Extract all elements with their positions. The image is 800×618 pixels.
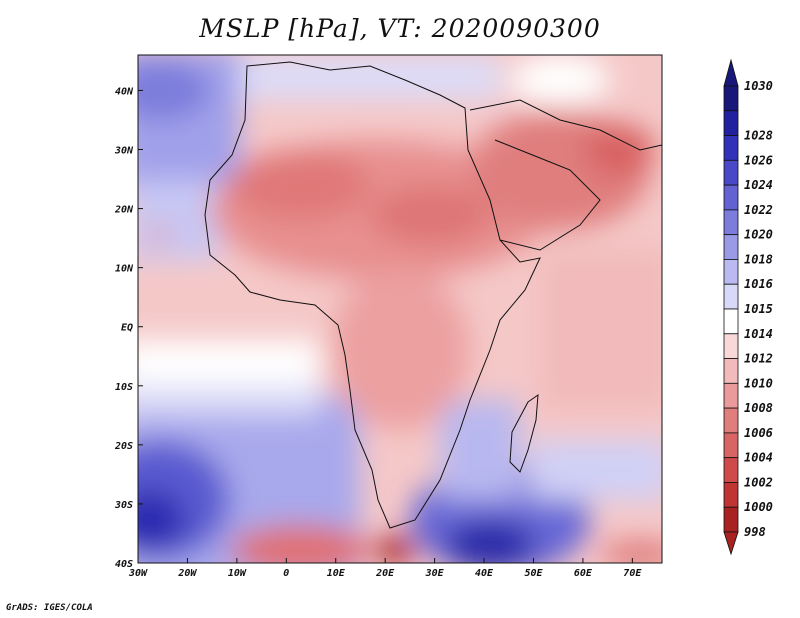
pressure-field — [138, 55, 662, 563]
colorbar-swatch — [723, 135, 739, 161]
colorbar-label: 1008 — [744, 401, 773, 415]
lon-tick-label: 40E — [475, 568, 494, 579]
colorbar-swatch — [723, 482, 739, 508]
lon-tick-label: 0 — [283, 568, 289, 579]
lon-tick-label: 10E — [327, 568, 346, 579]
lon-tick-label: 30E — [425, 568, 445, 579]
colorbar-swatch — [723, 382, 739, 409]
lat-tick-label: 10N — [115, 264, 134, 275]
colorbar-swatch — [723, 110, 739, 136]
colorbar-label: 1020 — [744, 228, 773, 242]
lat-tick-label: 30N — [114, 146, 134, 157]
lat-tick-label: 10S — [115, 382, 133, 393]
colorbar-label: 1015 — [744, 302, 773, 316]
credit-text: GrADS: IGES/COLA — [6, 603, 93, 613]
colorbar-label: 1000 — [744, 500, 773, 514]
lat-tick-label: 30S — [114, 500, 133, 511]
colorbar-label: 1018 — [744, 252, 773, 266]
africa-coastline — [204, 61, 541, 529]
lon-tick-label: 30W — [128, 568, 148, 579]
lat-tick-label: 40S — [115, 559, 133, 570]
lat-tick-label: 20N — [114, 205, 134, 216]
lon-tick-label: 70E — [623, 568, 642, 579]
colorbar-swatch — [723, 308, 739, 335]
colorbar-swatch — [723, 259, 739, 285]
colorbar-min-arrow — [723, 531, 739, 556]
colorbar-label: 1006 — [744, 426, 773, 440]
colorbar-label: 998 — [744, 525, 766, 539]
lon-tick-label: 20W — [177, 568, 197, 579]
colorbar-label: 1010 — [744, 376, 773, 390]
chart-title: MSLP [hPa], VT: 2020090300 — [199, 14, 601, 43]
colorbar-label: 1022 — [744, 203, 773, 217]
colorbar-swatch — [723, 506, 739, 533]
colorbar: 1030 1028 1026 1024 1022 1020 1018 1016 1015 1014… — [723, 58, 773, 556]
colorbar-label: 1030 — [744, 79, 773, 93]
map-frame — [137, 54, 663, 564]
colorbar-label: 1002 — [744, 475, 773, 489]
colorbar-max-arrow — [723, 58, 739, 87]
colorbar-swatch — [723, 333, 739, 359]
colorbar-swatch — [723, 209, 739, 236]
lat-tick-label: 40N — [115, 86, 134, 97]
lon-tick-label: 50E — [524, 568, 543, 579]
latitude-axis: 40N 30N 20N 10N EQ 10S 20S 30S 40S — [114, 86, 143, 570]
colorbar-swatch — [723, 234, 739, 260]
colorbar-swatch — [723, 85, 739, 112]
colorbar-label: 1028 — [744, 129, 773, 143]
lon-tick-label: 20E — [375, 568, 395, 579]
colorbar-label: 1026 — [744, 153, 773, 167]
colorbar-label: 1014 — [744, 327, 773, 341]
colorbar-swatch — [723, 432, 739, 459]
lat-tick-label: EQ — [121, 323, 133, 334]
lon-tick-label: 10W — [228, 568, 247, 579]
longitude-axis: 30W 20W 10W 0 10E 20E 30E 40E 50E 60E 70E — [128, 558, 642, 579]
colorbar-label: 1016 — [744, 277, 773, 291]
madagascar-coastline — [509, 393, 539, 473]
lon-tick-label: 60E — [574, 568, 593, 579]
arabia-coastline — [469, 99, 663, 251]
colorbar-swatch — [723, 407, 739, 434]
colorbar-swatch — [723, 358, 739, 384]
colorbar-swatch — [723, 184, 739, 211]
colorbar-swatch — [723, 159, 739, 186]
colorbar-label: 1012 — [744, 352, 773, 366]
colorbar-label: 1024 — [744, 178, 773, 192]
colorbar-swatch — [723, 283, 739, 310]
lat-tick-label: 20S — [114, 441, 133, 452]
colorbar-swatch — [723, 457, 739, 483]
colorbar-label: 1004 — [744, 451, 773, 465]
